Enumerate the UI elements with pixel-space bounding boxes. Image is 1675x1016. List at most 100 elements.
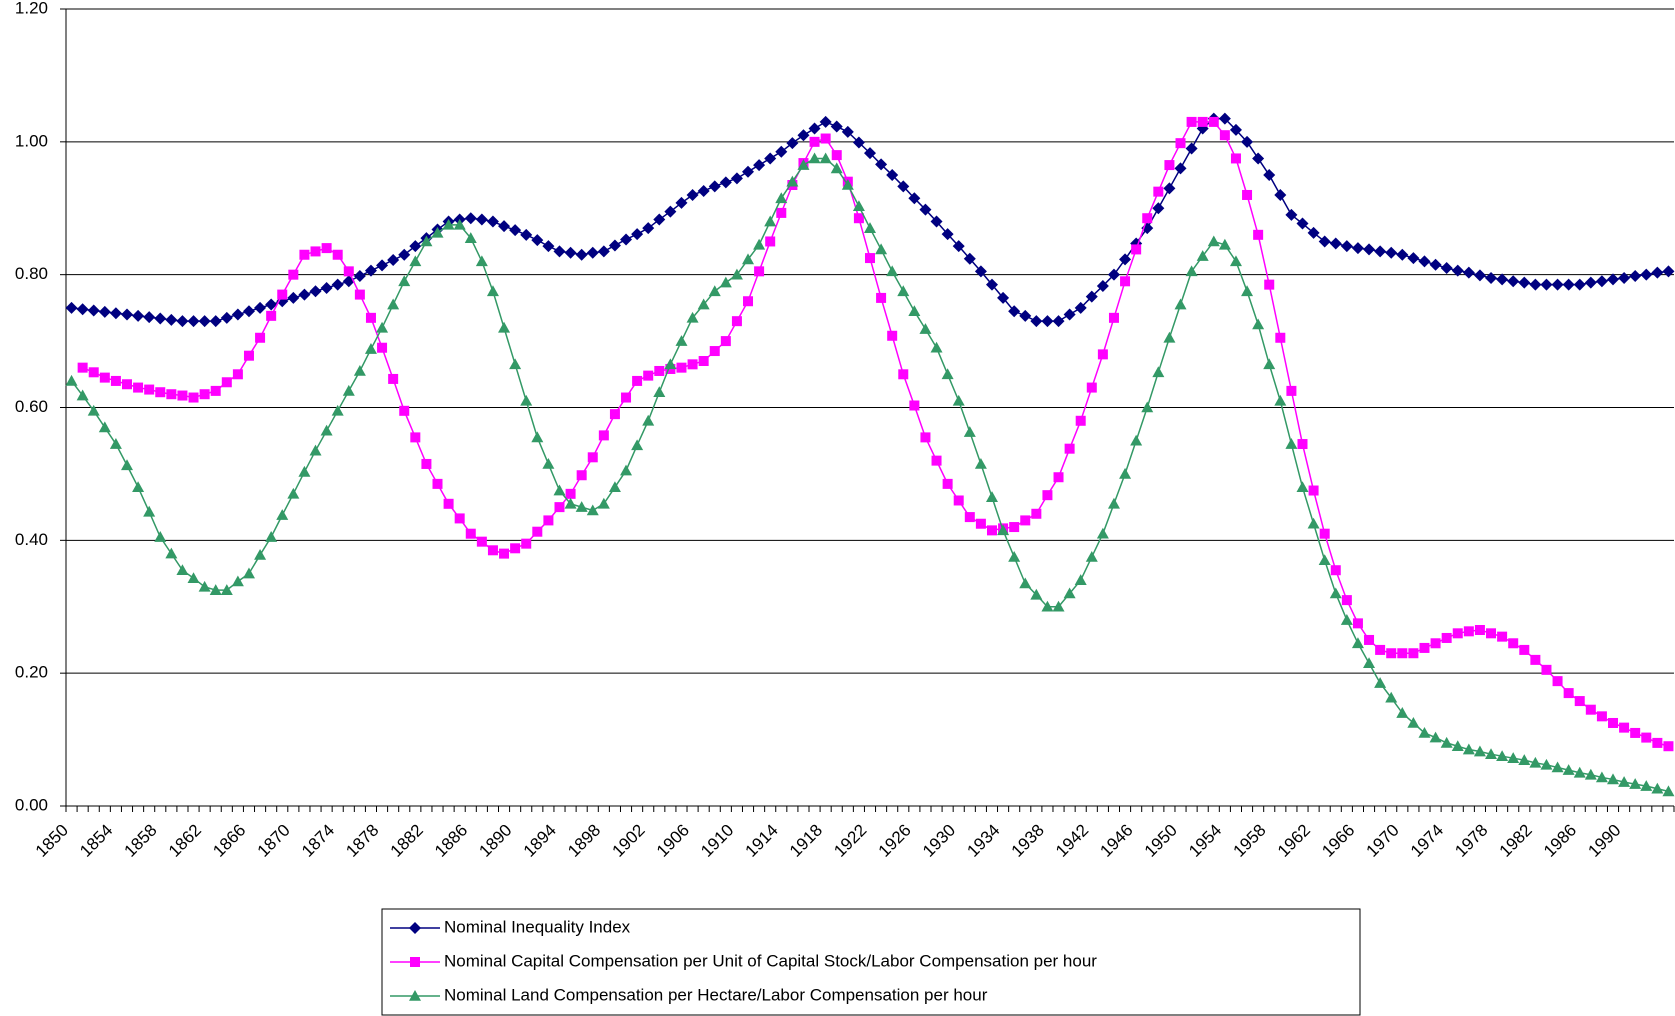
marker (708, 285, 721, 297)
x-tick-label: 1874 (298, 821, 338, 861)
marker (254, 548, 267, 560)
marker (731, 316, 742, 327)
series (65, 112, 1675, 328)
marker (808, 122, 821, 135)
marker (819, 115, 832, 128)
marker (1052, 600, 1065, 612)
marker (1264, 279, 1275, 290)
marker (1085, 290, 1098, 303)
marker (1074, 574, 1087, 585)
marker (708, 180, 721, 193)
marker (897, 180, 910, 193)
marker (1285, 438, 1298, 449)
marker (510, 543, 521, 554)
marker (132, 309, 145, 322)
marker (1574, 696, 1585, 707)
marker (309, 285, 322, 298)
marker (797, 159, 810, 170)
marker (220, 311, 233, 324)
marker (1529, 756, 1542, 768)
marker (1364, 634, 1375, 645)
marker (165, 313, 178, 326)
marker (409, 240, 422, 253)
marker (387, 298, 400, 310)
marker (531, 431, 544, 443)
marker (1185, 265, 1198, 277)
x-tick-label: 1866 (209, 821, 249, 861)
marker (997, 291, 1010, 304)
marker (209, 315, 222, 328)
marker (730, 268, 743, 280)
marker (764, 215, 777, 227)
marker (532, 526, 543, 537)
y-tick-label: 0.80 (15, 264, 48, 283)
marker (187, 315, 200, 328)
marker (299, 249, 310, 260)
marker (377, 342, 388, 353)
marker (1418, 726, 1431, 738)
y-tick-label: 0.60 (15, 397, 48, 416)
series (65, 152, 1675, 797)
marker (1396, 248, 1409, 261)
marker (453, 218, 466, 230)
marker (298, 465, 311, 477)
marker (187, 572, 200, 583)
marker (697, 298, 710, 310)
marker (320, 281, 333, 294)
marker (1341, 595, 1352, 606)
marker (1340, 240, 1353, 253)
marker (220, 584, 233, 595)
marker (288, 269, 299, 280)
marker (542, 457, 555, 469)
marker (920, 432, 931, 443)
marker (475, 255, 488, 267)
marker (554, 502, 565, 513)
marker (154, 531, 167, 542)
marker (387, 254, 400, 267)
marker (1307, 517, 1320, 529)
x-tick-label: 1978 (1451, 821, 1491, 861)
marker (653, 213, 666, 226)
x-tick-label: 1882 (387, 821, 427, 861)
marker (730, 172, 743, 185)
marker (1584, 276, 1597, 289)
marker (310, 246, 321, 257)
marker (1107, 497, 1120, 509)
marker (442, 218, 455, 230)
marker (1363, 657, 1376, 669)
marker (697, 184, 710, 197)
marker (764, 152, 777, 165)
marker (199, 389, 210, 400)
marker (974, 457, 987, 469)
marker (454, 513, 465, 524)
marker (686, 311, 699, 323)
marker (864, 147, 876, 160)
x-tick-label: 1914 (742, 821, 782, 861)
marker (198, 315, 211, 328)
marker (1473, 745, 1486, 757)
marker (486, 215, 499, 228)
marker (1064, 443, 1075, 454)
marker (654, 365, 665, 376)
marker (143, 505, 156, 517)
marker (1330, 565, 1341, 576)
marker (88, 367, 99, 378)
marker (1285, 208, 1298, 221)
marker (1429, 731, 1442, 743)
marker (521, 538, 532, 549)
marker (997, 524, 1010, 536)
marker (176, 564, 189, 576)
marker (1174, 162, 1187, 175)
marker (1297, 439, 1308, 450)
marker (98, 421, 111, 433)
marker (1473, 269, 1486, 282)
marker (1529, 278, 1542, 291)
marker (242, 567, 255, 579)
marker (742, 165, 755, 178)
marker (87, 404, 100, 416)
marker (165, 547, 178, 559)
marker (498, 220, 511, 233)
marker (975, 518, 986, 529)
marker (675, 196, 688, 209)
marker (364, 343, 377, 354)
